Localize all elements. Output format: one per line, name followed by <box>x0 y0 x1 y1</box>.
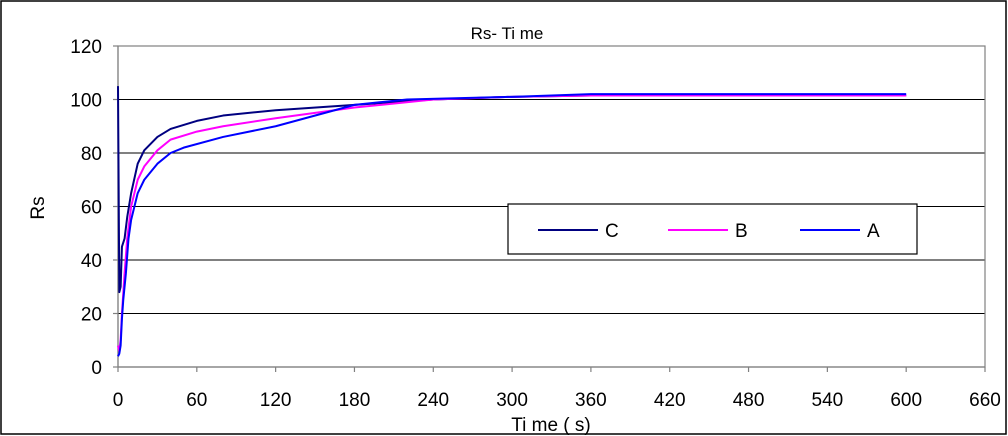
y-tick-label: 40 <box>81 251 102 272</box>
series-lines <box>117 86 907 357</box>
y-tick-label: 80 <box>81 144 102 165</box>
series-line-a <box>117 93 907 357</box>
x-tick-label: 420 <box>654 390 686 411</box>
y-tick-label: 20 <box>81 305 102 326</box>
legend-label-b: B <box>735 221 748 242</box>
y-axis-title: Rs <box>28 196 49 219</box>
x-tick-label: 240 <box>417 390 449 411</box>
legend-label-a: A <box>867 221 880 242</box>
y-tick-label: 120 <box>70 37 102 58</box>
x-tick-label: 600 <box>890 390 922 411</box>
x-tick-label: 300 <box>496 390 528 411</box>
chart-title: Rs- Ti me <box>471 24 544 43</box>
x-tick-label: 180 <box>339 390 371 411</box>
legend-label-c: C <box>605 221 619 242</box>
x-tick-label: 60 <box>186 390 207 411</box>
x-tick-label: 360 <box>575 390 607 411</box>
y-tick-label: 0 <box>91 358 102 379</box>
x-tick-label: 660 <box>969 390 1001 411</box>
x-tick-label: 120 <box>260 390 292 411</box>
x-tick-label: 480 <box>733 390 765 411</box>
y-tick-label: 60 <box>81 198 102 219</box>
x-axis-title: Ti me ( s) <box>511 415 591 436</box>
x-tick-label: 0 <box>113 390 124 411</box>
y-tick-label: 100 <box>70 91 102 112</box>
gridlines <box>118 99 985 314</box>
x-tick-label: 540 <box>812 390 844 411</box>
